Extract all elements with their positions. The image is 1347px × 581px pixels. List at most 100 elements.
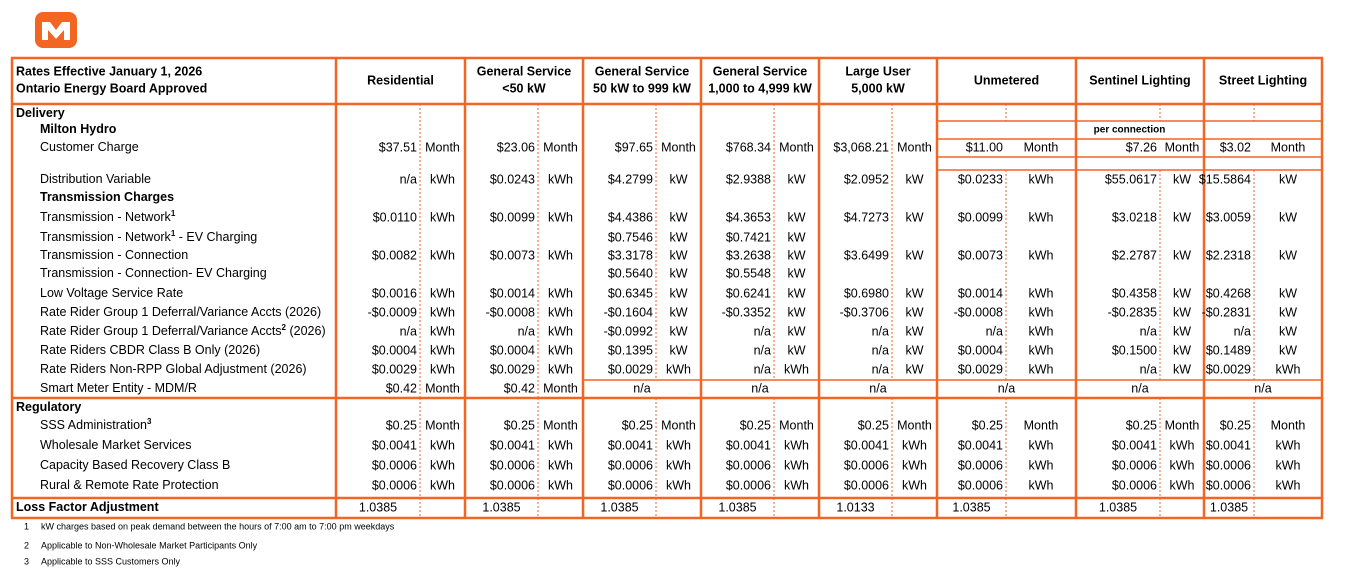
cell-value: 1.0385	[1210, 500, 1248, 514]
cell-unit: kWh	[902, 478, 927, 492]
cell-value: $0.4358	[1112, 286, 1157, 300]
cell-unit: kW	[1279, 305, 1297, 319]
cell-unit: kWh	[1029, 172, 1054, 186]
cell-value: $0.0016	[372, 286, 417, 300]
footnote-number: 1	[24, 521, 29, 531]
cell-unit: kWh	[548, 305, 573, 319]
cell-unit: kW	[669, 305, 687, 319]
cell-value: -$0.0008	[954, 305, 1003, 319]
cell-value: $2.2318	[1206, 248, 1251, 262]
cell-unit: kWh	[548, 248, 573, 262]
row-label: SSS Administration3	[40, 417, 152, 433]
row-label: Transmission - Connection- EV Charging	[40, 266, 267, 280]
cell-value: $0.42	[504, 381, 535, 395]
cell-value: $768.34	[726, 140, 771, 154]
footnote-text: Applicable to Non-Wholesale Market Parti…	[41, 540, 258, 550]
cell-value: 1.0385	[482, 500, 520, 514]
cell-value: $0.0006	[490, 458, 535, 472]
cell-value: -$0.2831	[1202, 305, 1251, 319]
row-label: Wholesale Market Services	[40, 438, 191, 452]
cell-value: $37.51	[379, 140, 417, 154]
cell-unit: kWh	[1029, 343, 1054, 357]
cell-value: $4.7273	[844, 210, 889, 224]
cell-unit: kWh	[548, 438, 573, 452]
cell-value: $0.0006	[1112, 458, 1157, 472]
cell-value: n/a	[633, 381, 650, 395]
label-text: SSS Administration	[40, 418, 147, 432]
cell-unit: kW	[787, 210, 805, 224]
column-header: <50 kW	[502, 81, 546, 95]
cell-value: $2.2787	[1112, 248, 1157, 262]
cell-unit: kWh	[430, 343, 455, 357]
label-text: Smart Meter Entity - MDM/R	[40, 381, 197, 395]
column-header: Sentinel Lighting	[1089, 73, 1190, 87]
cell-unit: kW	[669, 324, 687, 338]
cell-value: $0.0099	[958, 210, 1003, 224]
cell-value: $4.4386	[608, 210, 653, 224]
cell-unit: kW	[787, 305, 805, 319]
cell-unit: kWh	[666, 478, 691, 492]
cell-value: n/a	[400, 324, 417, 338]
cell-unit: Month	[425, 418, 460, 432]
row-label: Transmission Charges	[40, 190, 174, 204]
cell-unit: kW	[787, 230, 805, 244]
footnote-text: kW charges based on peak demand between …	[41, 521, 395, 531]
cell-value: $3.02	[1220, 140, 1251, 154]
cell-value: $0.0006	[726, 458, 771, 472]
cell-unit: Month	[661, 418, 696, 432]
label-text: Transmission - Network	[40, 210, 172, 224]
cell-value: $0.0006	[1112, 478, 1157, 492]
cell-unit: Month	[1271, 140, 1306, 154]
cell-value: $0.0110	[373, 210, 417, 224]
cell-unit: kW	[1173, 248, 1191, 262]
cell-value: $0.1395	[608, 343, 653, 357]
row-label: Transmission - Connection	[40, 248, 188, 262]
column-header: Large User	[845, 64, 910, 78]
cell-unit: kWh	[548, 324, 573, 338]
cell-unit: kW	[905, 362, 923, 376]
cell-value: n/a	[1140, 362, 1157, 376]
cell-value: $15.5864	[1199, 172, 1251, 186]
label-text: Regulatory	[16, 400, 81, 414]
cell-value: $0.0006	[372, 458, 417, 472]
cell-value: $0.1489	[1206, 343, 1251, 357]
cell-value: $0.0006	[726, 478, 771, 492]
cell-value: $0.0073	[958, 248, 1003, 262]
column-header: General Service	[713, 64, 808, 78]
superscript: 3	[147, 417, 152, 426]
cell-unit: kW	[1279, 343, 1297, 357]
row-label: Rate Riders CBDR Class B Only (2026)	[40, 343, 260, 357]
label-text: Rate Riders CBDR Class B Only (2026)	[40, 343, 260, 357]
cell-value: $0.0006	[844, 478, 889, 492]
cell-unit: kW	[669, 266, 687, 280]
cell-unit: Month	[543, 381, 578, 395]
label-text: Wholesale Market Services	[40, 438, 191, 452]
cell-value: n/a	[754, 362, 771, 376]
cell-unit: kWh	[1029, 286, 1054, 300]
cell-value: $4.2799	[608, 172, 653, 186]
cell-value: -$0.0009	[368, 305, 417, 319]
cell-unit: kW	[1173, 305, 1191, 319]
cell-value: $0.6980	[844, 286, 889, 300]
cell-unit: kWh	[430, 478, 455, 492]
cell-value: $0.0004	[490, 343, 535, 357]
cell-unit: kWh	[1170, 458, 1195, 472]
cell-unit: kW	[669, 230, 687, 244]
label-text: Milton Hydro	[40, 122, 117, 136]
cell-unit: kW	[1279, 172, 1297, 186]
cell-unit: kWh	[666, 362, 691, 376]
cell-value: $0.0004	[958, 343, 1003, 357]
cell-value: $2.9388	[726, 172, 771, 186]
cell-unit: kW	[1173, 286, 1191, 300]
cell-unit: kW	[905, 248, 923, 262]
cell-value: n/a	[986, 324, 1003, 338]
header-title: Ontario Energy Board Approved	[16, 81, 207, 95]
cell-value: $0.0029	[1206, 362, 1251, 376]
cell-value: $0.0233	[958, 172, 1003, 186]
cell-value: $0.0006	[608, 478, 653, 492]
cell-value: n/a	[751, 381, 768, 395]
cell-unit: kWh	[1029, 362, 1054, 376]
footnote-number: 3	[24, 556, 29, 566]
superscript: 1	[171, 209, 176, 218]
